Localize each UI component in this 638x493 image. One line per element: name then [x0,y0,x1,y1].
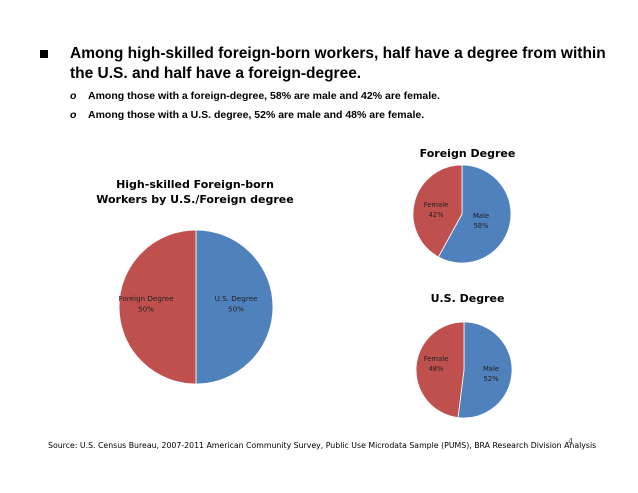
slice-label: Female [424,201,449,209]
pie-slice-female [412,164,463,258]
pie-chart-us-degree: Male 52% Female 48% [415,321,513,419]
chart-title-overall: High-skilled Foreign-born Workers by U.S… [96,178,294,206]
pie-slice-female [415,321,465,419]
sub-bullet-marker: o [70,109,77,121]
slice-label: Female [424,355,449,363]
pie-slice-foreign-degree [118,229,197,385]
chart-title-foreign-degree: Foreign Degree [419,147,516,160]
slice-value-label: 52% [483,375,499,383]
slice-value-label: 50% [228,304,244,313]
slice-label: Male [473,212,489,220]
sub-bullet-text: Among those with a U.S. degree, 52% are … [88,109,425,121]
slice-value-label: 48% [428,365,444,373]
slice-label: Male [483,365,499,373]
square-bullet-icon [40,50,48,58]
pie-slice-male [437,164,512,264]
slice-value-label: 58% [473,222,489,230]
chart-title-us-degree: U.S. Degree [430,292,505,305]
page-number: 4 [568,437,574,446]
main-bullet-text: Among high-skilled foreign-born workers,… [70,45,606,82]
pie-slice-male [457,321,513,419]
slice-label: U.S. Degree [215,294,258,303]
sub-bullet-text: Among those with a foreign-degree, 58% a… [88,90,440,102]
pie-chart-foreign-degree: Male 58% Female 42% [412,164,512,264]
slice-value-label: 42% [428,211,444,219]
slice-label: Foreign Degree [118,294,174,303]
pie-slice-u-s-degree [195,229,274,385]
slice-value-label: 50% [138,304,154,313]
sub-bullet-marker: o [70,90,77,102]
source-note: Source: U.S. Census Bureau, 2007-2011 Am… [48,441,597,450]
